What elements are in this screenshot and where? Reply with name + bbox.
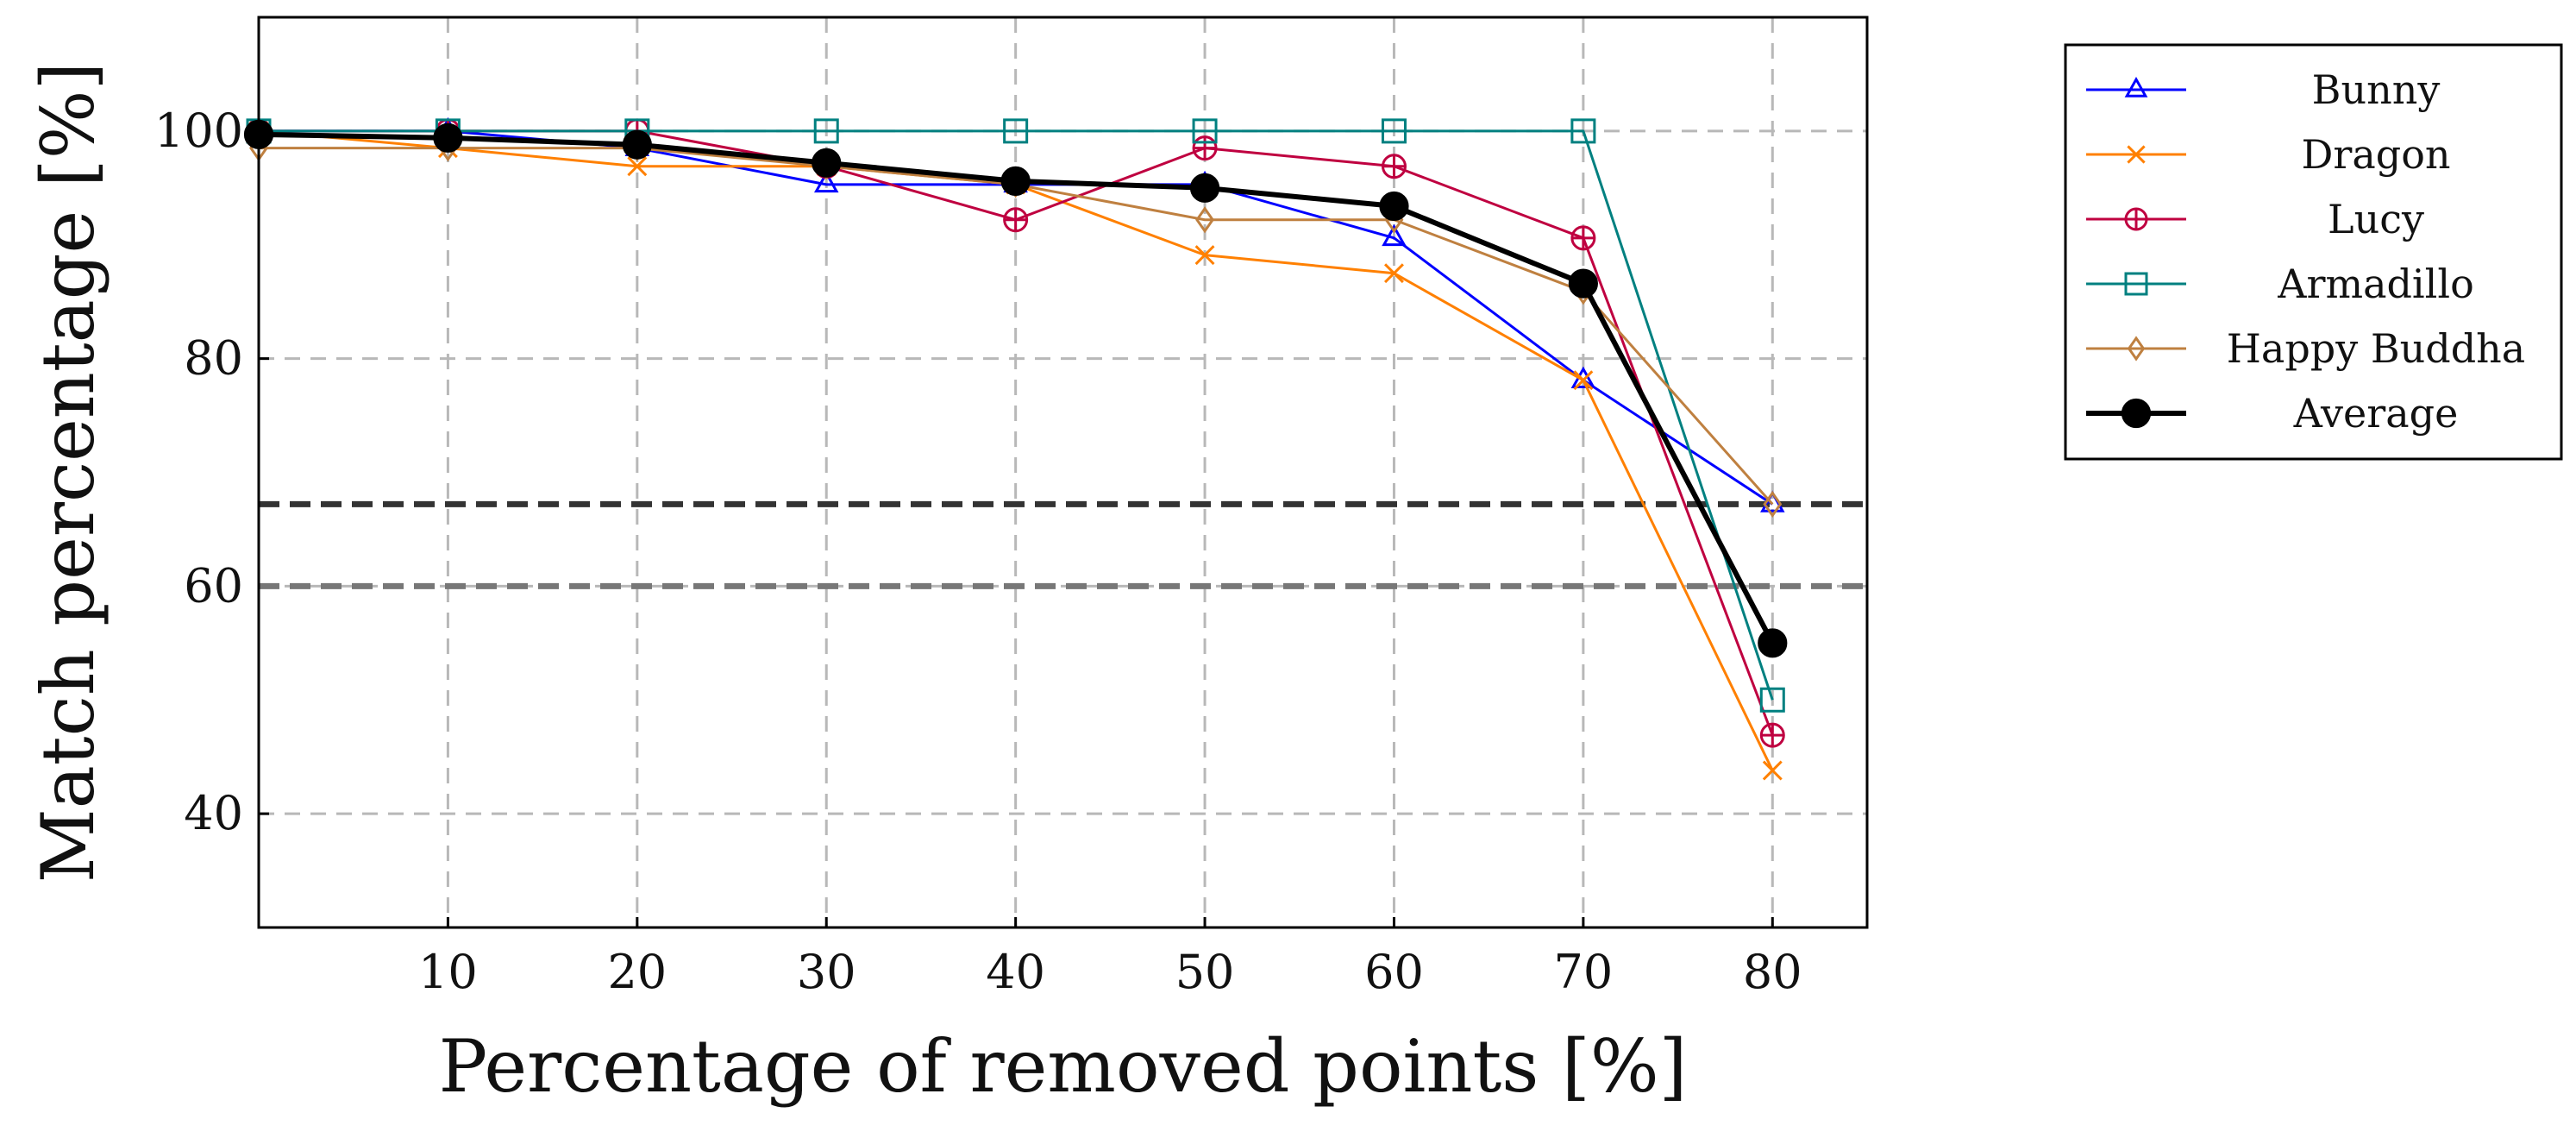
- data-point: [1384, 263, 1404, 284]
- x-tick-label: 30: [797, 945, 856, 999]
- legend-box: [2064, 43, 2563, 461]
- legend-item: Happy Buddha: [2086, 325, 2525, 372]
- legend-item: Average: [2086, 390, 2458, 437]
- marker-x-stroke: [1384, 263, 1404, 284]
- data-point: [1003, 207, 1029, 233]
- data-point: [1000, 166, 1031, 196]
- data-point: [622, 129, 652, 160]
- x-tick-label: 40: [986, 945, 1045, 999]
- marker-x: [2127, 145, 2146, 164]
- data-point: [1194, 245, 1215, 266]
- legend-label: Happy Buddha: [2227, 325, 2525, 372]
- y-tick-label: 40: [184, 786, 243, 840]
- x-axis-title: Percentage of removed points [%]: [439, 1024, 1688, 1109]
- y-tick-label: 60: [184, 558, 243, 613]
- data-point: [1758, 628, 1788, 658]
- legend-item: Armadillo: [2086, 261, 2474, 307]
- grid: [259, 17, 1867, 927]
- x-tick-label: 50: [1175, 945, 1235, 999]
- series-layer: [243, 116, 1788, 781]
- reference-lines: [259, 500, 1867, 589]
- marker-diamond: [2127, 336, 2146, 362]
- y-tick-label: 100: [154, 104, 243, 158]
- marker-triangle: [2124, 76, 2148, 97]
- legend: Bunny Dragon Lucy Armadillo Happy Buddha Aver…: [2064, 43, 2563, 461]
- marker-x-stroke: [2127, 145, 2146, 164]
- legend-label: Armadillo: [2277, 261, 2474, 307]
- marker-circle-plus: [2124, 207, 2148, 231]
- data-point: [1573, 370, 1594, 391]
- data-point: [1568, 268, 1598, 299]
- x-tick-label: 60: [1364, 945, 1424, 999]
- x-tick-label: 70: [1554, 945, 1614, 999]
- x-tick-label: 20: [607, 945, 667, 999]
- x-tick-label: 10: [418, 945, 478, 999]
- marker-x-stroke: [1573, 370, 1594, 391]
- x-tick-label: 80: [1743, 945, 1802, 999]
- marker-filled-circle: [2121, 398, 2152, 429]
- data-point: [1192, 118, 1218, 144]
- data-point: [1763, 490, 1783, 519]
- data-point: [1759, 722, 1785, 748]
- legend-label: Average: [2293, 390, 2459, 437]
- series-average: [243, 119, 1788, 658]
- data-point: [813, 170, 839, 193]
- marker-x-stroke: [1762, 760, 1783, 781]
- data-point: [1003, 118, 1029, 144]
- data-point: [1382, 223, 1407, 247]
- legend-item: Bunny: [2086, 66, 2440, 113]
- data-point: [1189, 173, 1220, 203]
- data-point: [1381, 118, 1407, 144]
- legend-label: Bunny: [2312, 66, 2441, 113]
- legend-item: Dragon: [2086, 131, 2451, 178]
- legend-item: Lucy: [2086, 196, 2424, 242]
- tick-labels: 10 20 30 40 50 60 70 80 40 60 80 100: [154, 104, 1802, 999]
- data-point: [1379, 191, 1409, 222]
- data-point: [813, 118, 839, 144]
- data-point: [1570, 225, 1596, 251]
- data-point: [1762, 760, 1783, 781]
- y-tick-label: 80: [184, 331, 243, 386]
- data-point: [1381, 154, 1407, 179]
- y-axis-title: Match percentage [%]: [26, 62, 110, 883]
- data-point: [627, 156, 648, 177]
- data-point: [1195, 206, 1214, 234]
- marker-square: [2124, 272, 2148, 296]
- data-point: [1192, 135, 1218, 161]
- plot-frame: [257, 16, 1869, 929]
- data-point: [433, 123, 463, 153]
- legend-label: Lucy: [2328, 196, 2424, 242]
- data-point: [1570, 118, 1596, 144]
- data-point: [1759, 687, 1785, 713]
- data-point: [812, 148, 842, 178]
- marker-x-stroke: [1194, 245, 1215, 266]
- legend-label: Dragon: [2301, 131, 2450, 178]
- marker-x-stroke: [627, 156, 648, 177]
- series-line: [259, 129, 1774, 701]
